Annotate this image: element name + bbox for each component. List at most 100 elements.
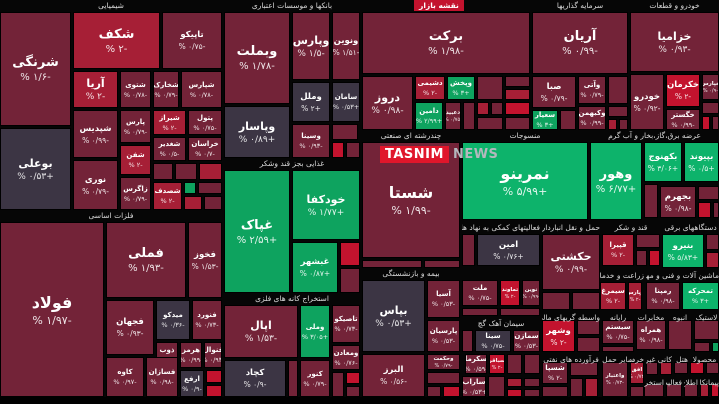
tile-small-investments[interactable] (608, 119, 617, 130)
tile-سینا[interactable]: سینا -۰/۷۵ % (475, 330, 511, 352)
tile-small-mining[interactable] (332, 372, 344, 397)
tile-small-cement[interactable] (507, 354, 522, 374)
tile-small-banks[interactable] (332, 142, 344, 158)
tile-small-chemicals[interactable] (153, 163, 173, 180)
tile-خکرمان[interactable]: خکرمان -۲ % (666, 74, 700, 107)
tile-small-utilities[interactable] (644, 184, 658, 218)
tile-وشهر[interactable]: وشهر -۲ % (542, 320, 575, 352)
tile-small-cement[interactable] (524, 389, 540, 397)
tile-تاصیکو[interactable]: تاصیکو -۰/۷۳ % (332, 305, 360, 343)
tile-small-food[interactable] (340, 268, 360, 293)
tile-ونوین[interactable]: ونوین -۱/۵۱ % (332, 12, 360, 80)
tile-small-pharma[interactable] (477, 102, 489, 115)
tile-small-transport[interactable] (542, 292, 570, 310)
tile-وکبهمن[interactable]: وکبهمن -۰/۹۹ % (578, 106, 606, 130)
tile-small-cement[interactable] (507, 389, 522, 397)
tile-فخوز[interactable]: فخوز -۱/۵۳ % (188, 222, 222, 298)
tile-شفن[interactable]: شفن -۲ % (120, 145, 151, 175)
tile-بپاس[interactable]: بپاس +۰/۵۳ % (362, 280, 425, 352)
tile-سیستم[interactable]: سیستم -۰/۷۵ % (602, 320, 634, 344)
tile-سیمرغ[interactable]: سیمرغ -۲ % (600, 282, 626, 310)
tile-small-cement[interactable] (507, 378, 522, 387)
tile-small-food[interactable] (340, 242, 360, 266)
tile-small-information[interactable] (684, 384, 698, 397)
tile-small-chemicals[interactable] (184, 196, 202, 210)
tile-وپخش[interactable]: وپخش +۳ % (447, 76, 475, 100)
tile-وملی[interactable]: وملی +۳/۰۵ % (300, 305, 330, 358)
tile-تاپیکو[interactable]: تاپیکو -۰/۷۵ % (162, 12, 222, 69)
tile-خپارس[interactable]: خپارس-۰/۹ % (702, 74, 719, 100)
tile-وبملت[interactable]: وبملت -۱/۷۸ % (224, 12, 290, 104)
tile-فجهان[interactable]: فجهان -۰/۹۳ % (106, 300, 154, 355)
tile-small-mining[interactable] (346, 386, 360, 397)
tile-آسیا[interactable]: آسیا -۰/۵۳ % (427, 280, 460, 318)
tile-بوعلی[interactable]: بوعلی +۰/۵۳ % (0, 128, 71, 210)
tile-small-rubber[interactable] (712, 342, 719, 352)
tile-small-pharma[interactable] (477, 76, 503, 100)
tile-ملت[interactable]: ملت -۰/۷۵ % (462, 280, 498, 306)
tile-البرز[interactable]: البرز -۰/۵۶ % (362, 354, 425, 397)
tile-وملل[interactable]: وملل +۲ % (292, 82, 330, 122)
tile-خودکفا[interactable]: خودکفا +۱/۷۷ % (292, 170, 360, 240)
tile-پارس[interactable]: پارس -۰/۷۹ % (120, 110, 151, 143)
tile-small-chemicals[interactable] (184, 182, 196, 194)
tile-small-chemicals[interactable] (175, 163, 197, 180)
tile-کنور[interactable]: کنور -۰/۷۹ % (300, 360, 330, 397)
tile-برکت[interactable]: برکت -۱/۹۸ % (362, 12, 530, 74)
tile-small-pharma[interactable] (505, 117, 530, 130)
tile-small-insurance[interactable] (427, 386, 441, 397)
tile-دعبید[interactable]: دعبید-۰/۷۵ % (445, 102, 461, 130)
tile-پارسیان[interactable]: پارسیان -۰/۵۳ % (427, 320, 460, 352)
tile-تماوند[interactable]: تماوند -۲ % (500, 280, 520, 306)
tile-small-nonmetallic-minerals[interactable] (660, 362, 672, 375)
tile-همراه[interactable]: همراه -۰/۹۸ % (636, 320, 666, 350)
tile-هرمز[interactable]: هرمز -۰/۹۹ % (180, 342, 202, 368)
tile-رمپنا[interactable]: رمپنا -۰/۹۸ % (646, 282, 680, 310)
tile-small-nonmetallic-minerals[interactable] (646, 362, 658, 375)
tile-وسینا[interactable]: وسینا -۰/۹۳ % (292, 124, 330, 158)
tile-تمحرکه[interactable]: تمحرکه +۳ % (682, 282, 719, 310)
tile-small-investments[interactable] (608, 76, 628, 104)
tile-بکهنوج[interactable]: بکهنوج +۳/۰۶ % (644, 142, 682, 182)
tile-دروز[interactable]: دروز -۰/۹۸ % (362, 76, 413, 130)
tile-small-activities[interactable] (666, 384, 682, 397)
tile-small-contracting[interactable] (700, 384, 709, 397)
tile-سعیار[interactable]: سعیار +۳ % (532, 110, 558, 130)
tile-small-insurance[interactable] (443, 386, 460, 397)
tile-small-metals[interactable] (206, 385, 222, 397)
tile-سامان[interactable]: سامان +۰/۵۳ % (332, 82, 360, 122)
tile-small-cement[interactable] (462, 330, 473, 352)
tile-small-hotels[interactable] (674, 362, 688, 374)
tile-small-rubber[interactable] (694, 342, 710, 352)
tile-small-electrical-devices[interactable] (706, 234, 719, 250)
tile-small-financial-aux[interactable] (462, 234, 475, 266)
tile-اپال[interactable]: اپال -۱/۵۳ % (224, 305, 298, 358)
tile-آریان[interactable]: آریان -۰/۹۹ % (532, 12, 628, 74)
tile-small-construction[interactable] (668, 320, 692, 350)
tile-وپارس[interactable]: وپارس -۱/۵ % (292, 12, 330, 80)
tile-زپارس[interactable]: زپارس-۲ % (628, 282, 642, 310)
tile-small-it[interactable] (602, 346, 634, 352)
tile-زاگرس[interactable]: زاگرس -۰/۷۹ % (120, 177, 151, 210)
tile-small-utilities[interactable] (713, 202, 719, 218)
tile-small-cement[interactable] (524, 354, 540, 374)
tile-small-chemicals[interactable] (199, 163, 222, 180)
tile-فنوال[interactable]: فنوال -۰/۹۳ % (204, 342, 222, 368)
tile-غپاک[interactable]: غپاک +۲/۵۹ % (224, 170, 290, 293)
tile-small-sugar[interactable] (636, 234, 660, 248)
tile-small-financial-intermediation[interactable] (577, 320, 600, 335)
tile-شپدیس[interactable]: شپدیس -۰/۹۹ % (73, 110, 118, 158)
tile-شخارک[interactable]: شخارک -۰/۷۹ % (153, 71, 179, 108)
tile-small-mining[interactable] (346, 372, 360, 384)
tile-خگستر[interactable]: خگستر -۰/۹۹ % (666, 109, 700, 130)
tile-ارفع[interactable]: ارفع -۰/۹ % (180, 370, 204, 397)
tile-small-sugar[interactable] (649, 250, 660, 266)
tile-شپارس[interactable]: شپارس -۰/۷۸ % (181, 71, 222, 108)
tile-بنیرو[interactable]: بنیرو +۵/۸۳ % (662, 234, 704, 268)
tile-فملی[interactable]: فملی -۱/۹۳ % (106, 222, 186, 298)
tile-small-mining[interactable] (288, 360, 298, 397)
tile-شتوی[interactable]: شتوی -۰/۷۸ % (120, 71, 151, 108)
tile-small-banks[interactable] (332, 124, 358, 140)
tile-small-insurance[interactable] (500, 308, 540, 316)
tile-دشیمی[interactable]: دشیمی -۲ % (415, 76, 445, 100)
